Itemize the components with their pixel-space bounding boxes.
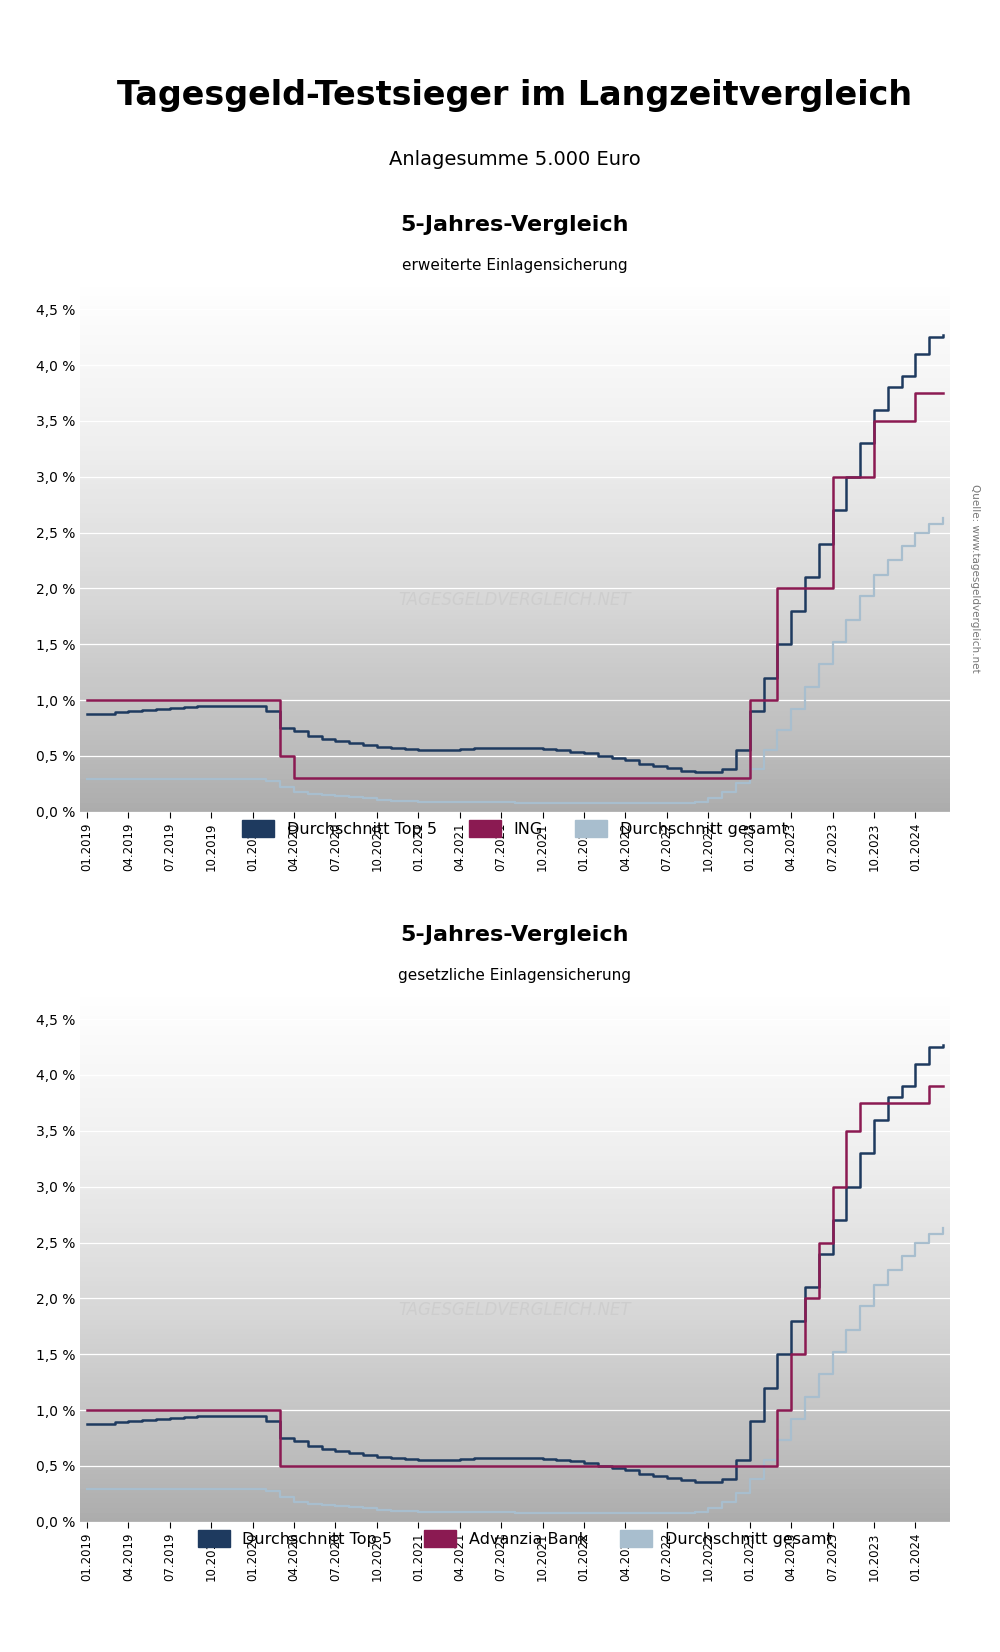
Text: 5-Jahres-Vergleich: 5-Jahres-Vergleich xyxy=(401,215,629,236)
Text: TAGESGELDVERGLEICH.NET: TAGESGELDVERGLEICH.NET xyxy=(399,591,631,608)
Text: Quelle: www.tagesgeldvergleich.net: Quelle: www.tagesgeldvergleich.net xyxy=(970,484,980,672)
Text: Tagesgeld-Testsieger im Langzeitvergleich: Tagesgeld-Testsieger im Langzeitvergleic… xyxy=(117,79,913,112)
Text: TAGESGELDVERGLEICH.NET: TAGESGELDVERGLEICH.NET xyxy=(399,1300,631,1318)
Text: erweiterte Einlagensicherung: erweiterte Einlagensicherung xyxy=(402,258,628,273)
Text: gesetzliche Einlagensicherung: gesetzliche Einlagensicherung xyxy=(398,968,632,983)
Legend: Durchschnitt Top 5, ING, Durchschnitt gesamt: Durchschnitt Top 5, ING, Durchschnitt ge… xyxy=(242,819,788,838)
Legend: Durchschnitt Top 5, Advanzia Bank, Durchschnitt gesamt: Durchschnitt Top 5, Advanzia Bank, Durch… xyxy=(198,1530,832,1548)
Text: 5-Jahres-Vergleich: 5-Jahres-Vergleich xyxy=(401,925,629,945)
Text: Anlagesumme 5.000 Euro: Anlagesumme 5.000 Euro xyxy=(389,150,641,169)
